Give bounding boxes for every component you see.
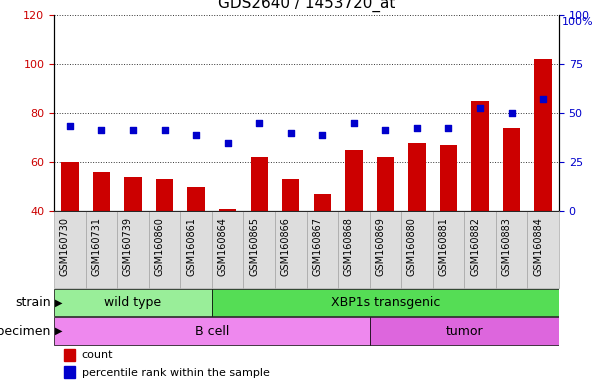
Point <box>160 127 169 134</box>
Text: GSM160739: GSM160739 <box>123 217 133 276</box>
Text: GSM160730: GSM160730 <box>60 217 70 276</box>
Bar <box>117 211 149 288</box>
Bar <box>465 211 496 288</box>
Bar <box>54 211 85 288</box>
Bar <box>251 157 268 211</box>
Bar <box>54 317 370 345</box>
Bar <box>345 150 362 211</box>
Bar <box>219 209 236 211</box>
Point <box>191 132 201 138</box>
Bar <box>64 366 75 379</box>
Bar <box>528 211 559 288</box>
Point <box>444 125 453 131</box>
Text: GSM160867: GSM160867 <box>313 217 322 276</box>
Bar <box>401 211 433 288</box>
Bar <box>275 211 307 288</box>
Point <box>538 96 548 102</box>
Bar <box>93 172 110 211</box>
Bar <box>408 143 426 211</box>
Text: specimen: specimen <box>0 325 51 338</box>
Bar <box>156 179 173 211</box>
Bar <box>180 211 212 288</box>
Bar <box>212 211 243 288</box>
Text: XBP1s transgenic: XBP1s transgenic <box>331 296 440 309</box>
Text: GSM160864: GSM160864 <box>218 217 228 276</box>
Bar <box>188 187 205 211</box>
Bar <box>307 211 338 288</box>
Bar <box>282 179 299 211</box>
Text: GSM160883: GSM160883 <box>502 217 511 276</box>
Point <box>128 127 138 134</box>
Text: GSM160869: GSM160869 <box>376 217 385 276</box>
Text: B cell: B cell <box>195 325 229 338</box>
Point <box>97 127 106 134</box>
Text: 100%: 100% <box>562 17 594 27</box>
Point <box>507 110 516 116</box>
Bar <box>54 289 212 316</box>
Bar <box>314 194 331 211</box>
Bar <box>243 211 275 288</box>
Text: wild type: wild type <box>105 296 162 309</box>
Bar <box>503 128 520 211</box>
Bar <box>85 211 117 288</box>
Text: GDS2640 / 1453720_at: GDS2640 / 1453720_at <box>218 0 395 12</box>
Point <box>286 130 296 136</box>
Text: GSM160881: GSM160881 <box>439 217 448 276</box>
Text: GSM160731: GSM160731 <box>91 217 102 276</box>
Text: ▶: ▶ <box>55 326 63 336</box>
Text: GSM160861: GSM160861 <box>186 217 196 276</box>
Bar <box>377 157 394 211</box>
Bar <box>534 60 552 211</box>
Text: GSM160866: GSM160866 <box>281 217 291 276</box>
Text: GSM160884: GSM160884 <box>533 217 543 276</box>
Point <box>475 105 485 111</box>
Bar <box>338 211 370 288</box>
Text: tumor: tumor <box>445 325 483 338</box>
Bar <box>496 211 528 288</box>
Bar <box>61 162 79 211</box>
Text: GSM160868: GSM160868 <box>344 217 354 276</box>
Bar <box>433 211 465 288</box>
Point <box>349 120 359 126</box>
Text: GSM160860: GSM160860 <box>154 217 165 276</box>
Bar <box>124 177 142 211</box>
Text: ▶: ▶ <box>55 297 63 308</box>
Text: percentile rank within the sample: percentile rank within the sample <box>82 367 270 377</box>
Text: strain: strain <box>16 296 51 309</box>
Point <box>412 125 422 131</box>
Point <box>223 139 233 146</box>
Point <box>254 120 264 126</box>
Point <box>65 122 75 129</box>
Text: count: count <box>82 350 114 360</box>
Bar <box>212 289 559 316</box>
Bar <box>370 317 559 345</box>
Bar <box>64 349 75 361</box>
Bar <box>471 101 489 211</box>
Point <box>380 127 390 134</box>
Bar <box>149 211 180 288</box>
Text: GSM160865: GSM160865 <box>249 217 259 276</box>
Text: GSM160882: GSM160882 <box>470 217 480 276</box>
Bar <box>440 145 457 211</box>
Point <box>317 132 327 138</box>
Bar <box>370 211 401 288</box>
Text: GSM160880: GSM160880 <box>407 217 417 276</box>
